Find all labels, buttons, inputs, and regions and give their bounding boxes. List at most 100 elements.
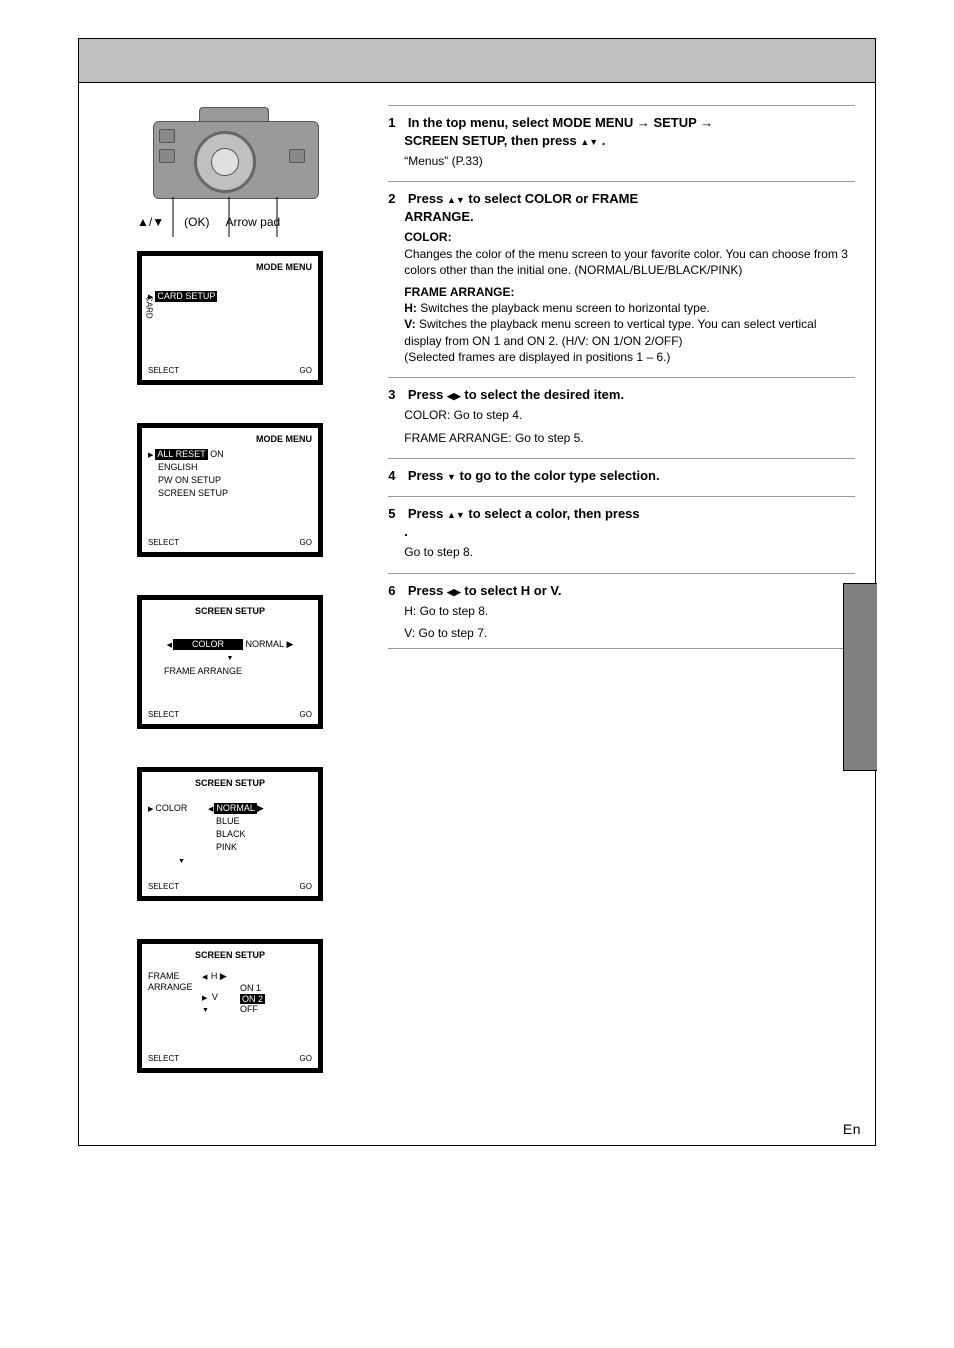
step-heading: 6 Press to select H or V. bbox=[388, 582, 855, 600]
step-text: ARRANGE. bbox=[404, 209, 473, 224]
footer-left: SELECT bbox=[148, 366, 179, 376]
step-1: 1 In the top menu, select MODE MENU → SE… bbox=[388, 105, 855, 169]
up-arrow-icon bbox=[447, 506, 456, 521]
menu-item: ENGLISH bbox=[158, 462, 312, 473]
screen-title: MODE MENU bbox=[148, 262, 312, 273]
step-5: 5 Press to select a color, then press . … bbox=[388, 496, 855, 560]
screen-footer: SELECT GO bbox=[148, 710, 312, 720]
chapter-tab bbox=[843, 583, 877, 771]
left-arrow-icon bbox=[447, 387, 454, 402]
lcd-screen-3: SCREEN SETUP COLOR NORMAL ▶ FRAME ARRANG… bbox=[137, 595, 323, 729]
cursor-icon bbox=[148, 803, 155, 814]
page-footer: En bbox=[79, 1111, 875, 1145]
label: FRAME bbox=[148, 971, 194, 982]
footer-right: GO bbox=[300, 538, 312, 548]
option-item: OFF bbox=[240, 1004, 265, 1015]
right-arrow-icon: ▶ bbox=[257, 803, 264, 814]
step-text: . bbox=[404, 524, 408, 539]
lcd-screen-4: SCREEN SETUP COLOR NORMAL▶ BLUE BLACK PI… bbox=[137, 767, 323, 901]
h-label: H: bbox=[404, 301, 417, 315]
right-column: 1 In the top menu, select MODE MENU → SE… bbox=[388, 101, 875, 1111]
step-text: Press bbox=[408, 468, 447, 483]
step-text: to select the desired item. bbox=[464, 387, 624, 402]
content-area: ▲/▼ (OK) Arrow pad MODE MENU CARD SETUP … bbox=[79, 83, 875, 1111]
down-arrow-icon bbox=[447, 468, 456, 483]
step-heading: 3 Press to select the desired item. bbox=[388, 386, 855, 404]
divider bbox=[388, 458, 855, 459]
step-body: FRAME ARRANGE: Go to step 5. bbox=[404, 430, 855, 446]
option-item: PINK bbox=[216, 842, 264, 853]
footer-left: SELECT bbox=[148, 882, 179, 892]
step-text: . bbox=[602, 133, 606, 148]
step-text: Press bbox=[408, 191, 447, 206]
screen-footer: SELECT GO bbox=[148, 1054, 312, 1064]
step-text: Press bbox=[408, 506, 447, 521]
camera-illustration bbox=[139, 101, 329, 211]
step-3: 3 Press to select the desired item. COLO… bbox=[388, 377, 855, 446]
left-arrow-icon bbox=[202, 971, 208, 981]
down-arrow-icon bbox=[202, 1004, 209, 1014]
step-body: V: Go to step 7. bbox=[404, 625, 855, 641]
frame-label: FRAME ARRANGE: bbox=[404, 285, 514, 299]
down-arrow-icon bbox=[178, 855, 185, 865]
down-arrow-icon bbox=[227, 652, 234, 663]
footer-left: SELECT bbox=[148, 538, 179, 548]
screen-title: SCREEN SETUP bbox=[148, 606, 312, 617]
divider bbox=[388, 648, 855, 649]
step-body: FRAME ARRANGE: H: Switches the playback … bbox=[404, 284, 855, 365]
step-heading: 5 Press to select a color, then press . bbox=[388, 505, 855, 540]
v-text: Switches the playback menu screen to ver… bbox=[404, 317, 816, 347]
menu-item: COLOR bbox=[173, 639, 243, 650]
step-body: H: Go to step 8. bbox=[404, 603, 855, 619]
footer-left: SELECT bbox=[148, 710, 179, 720]
tab-label: CARD bbox=[145, 296, 154, 319]
option-item: BLACK bbox=[216, 829, 264, 840]
step-2: 2 Press to select COLOR or FRAME ARRANGE… bbox=[388, 181, 855, 365]
divider bbox=[388, 181, 855, 182]
step-4: 4 Press to go to the color type selectio… bbox=[388, 458, 855, 485]
screen-title: SCREEN SETUP bbox=[148, 778, 312, 789]
footer-right: GO bbox=[300, 882, 312, 892]
v-note: (Selected frames are displayed in positi… bbox=[404, 350, 670, 364]
color-text: Changes the color of the menu screen to … bbox=[404, 247, 848, 277]
menu-item: CARD SETUP bbox=[155, 291, 217, 302]
right-arrow-icon: ▶ bbox=[220, 971, 227, 981]
camera-button-icon bbox=[159, 149, 175, 163]
step-text: SCREEN SETUP, then press bbox=[404, 133, 580, 148]
menu-item: ALL RESET bbox=[155, 449, 207, 460]
lcd-screen-2: MODE MENU ALL RESET ON ENGLISH PW ON SET… bbox=[137, 423, 323, 557]
ok-button-icon bbox=[211, 148, 239, 176]
divider bbox=[388, 105, 855, 106]
option-item: V bbox=[212, 992, 218, 1002]
option-item: ON 1 bbox=[240, 983, 265, 994]
step-text: Press bbox=[408, 387, 447, 402]
step-text: to select a color, then press bbox=[468, 506, 639, 521]
divider bbox=[388, 573, 855, 574]
up-arrow-icon bbox=[447, 191, 456, 206]
step-ref: “Menus” (P.33) bbox=[404, 153, 855, 169]
menu-item: FRAME ARRANGE bbox=[164, 666, 312, 677]
v-label: V: bbox=[404, 317, 415, 331]
option-item: BLUE bbox=[216, 816, 264, 827]
step-6: 6 Press to select H or V. H: Go to step … bbox=[388, 573, 855, 649]
camera-button-icon bbox=[159, 129, 175, 143]
h-text: Switches the playback menu screen to hor… bbox=[420, 301, 710, 315]
screen-footer: SELECT GO bbox=[148, 366, 312, 376]
option-item: ON 2 bbox=[240, 994, 265, 1005]
divider bbox=[388, 377, 855, 378]
arrows-label: ▲/▼ bbox=[137, 215, 164, 229]
footer-right: GO bbox=[300, 366, 312, 376]
step-text: Press bbox=[408, 583, 447, 598]
menu-item: SCREEN SETUP bbox=[158, 488, 312, 499]
footer-right: GO bbox=[300, 1054, 312, 1064]
menu-item: COLOR bbox=[155, 803, 187, 814]
step-text: to select COLOR or FRAME bbox=[468, 191, 638, 206]
down-arrow-icon bbox=[456, 506, 465, 521]
menu-value: NORMAL bbox=[245, 639, 284, 650]
header-bar bbox=[79, 39, 875, 83]
step-text: to select H or V. bbox=[464, 583, 561, 598]
down-arrow-icon bbox=[456, 191, 465, 206]
screen-title: MODE MENU bbox=[148, 434, 312, 445]
option-item: H bbox=[211, 971, 218, 981]
screen-title: SCREEN SETUP bbox=[148, 950, 312, 961]
